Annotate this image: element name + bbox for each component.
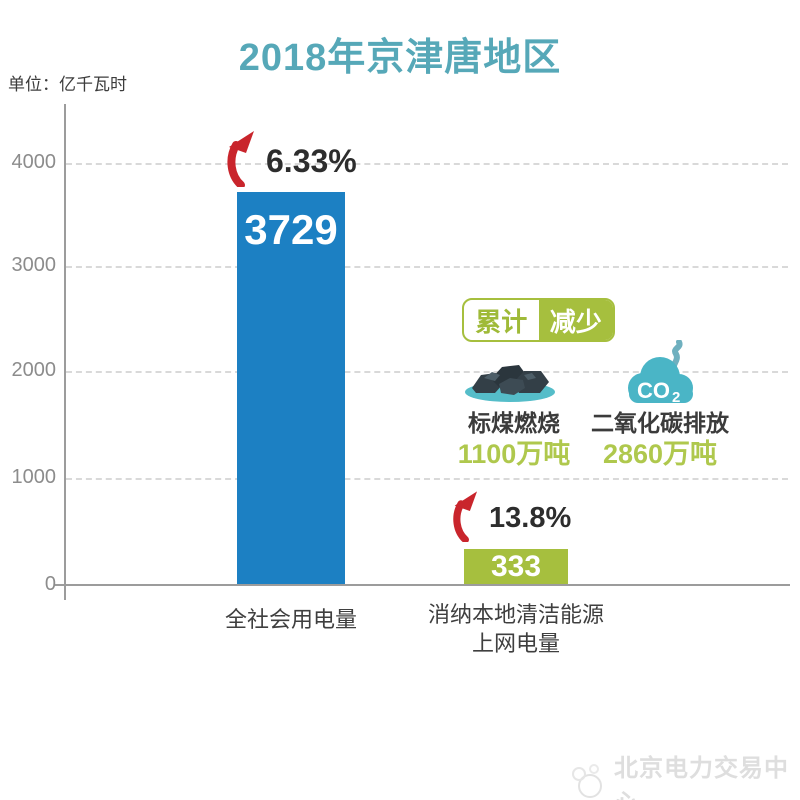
svg-text:CO: CO <box>637 378 670 403</box>
growth-arrow-icon <box>452 489 486 547</box>
footer-logo: 北京电力交易中心 <box>570 748 800 800</box>
page-title: 2018年京津唐地区 <box>238 37 562 79</box>
growth-rate-clean: 13.8% <box>489 502 572 534</box>
co2-emission-amount: 2860万吨 <box>602 439 718 469</box>
footer-logo-text: 北京电力交易中心 <box>614 755 789 800</box>
category-label-clean-line2: 上网电量 <box>471 631 560 656</box>
badge-cumulative-label: 累计 <box>475 306 528 337</box>
power-exchange-logo-icon <box>570 761 608 800</box>
bar-value-total: 3729 <box>244 206 338 253</box>
y-tick-4000: 4000 <box>11 151 57 173</box>
bar-value-clean: 333 <box>490 550 542 583</box>
bar-clean-energy: 333 <box>464 549 568 584</box>
category-label-clean-line1: 消纳本地清洁能源 <box>427 602 604 627</box>
badge-reduce-label: 减少 <box>538 300 613 340</box>
y-tick-0: 0 <box>44 573 56 595</box>
y-tick-2000: 2000 <box>11 359 57 381</box>
gridline-2000 <box>66 371 788 373</box>
co2-cloud-icon: CO 2 <box>616 339 704 411</box>
reduction-badge: 累计 减少 <box>462 298 615 342</box>
y-tick-3000: 3000 <box>11 254 57 276</box>
y-tick-1000: 1000 <box>11 466 57 488</box>
bar-total-consumption: 3729 <box>237 192 345 584</box>
y-axis-line <box>64 104 66 600</box>
coal-icon <box>462 356 558 409</box>
x-axis-line <box>55 584 790 586</box>
coal-burn-amount: 1100万吨 <box>457 439 571 469</box>
growth-rate-total: 6.33% <box>266 143 357 179</box>
coal-burn-label: 标煤燃烧 <box>468 410 560 436</box>
category-label-clean: 消纳本地清洁能源 上网电量 <box>396 600 636 658</box>
category-label-total: 全社会用电量 <box>224 607 357 632</box>
gridline-3000 <box>66 266 788 268</box>
unit-label: 单位：亿千瓦时 <box>8 75 127 94</box>
svg-text:2: 2 <box>672 389 680 406</box>
gridline-4000 <box>66 163 788 165</box>
growth-arrow-icon <box>226 129 264 192</box>
co2-emission-label: 二氧化碳排放 <box>591 410 729 436</box>
gridline-1000 <box>66 478 788 480</box>
